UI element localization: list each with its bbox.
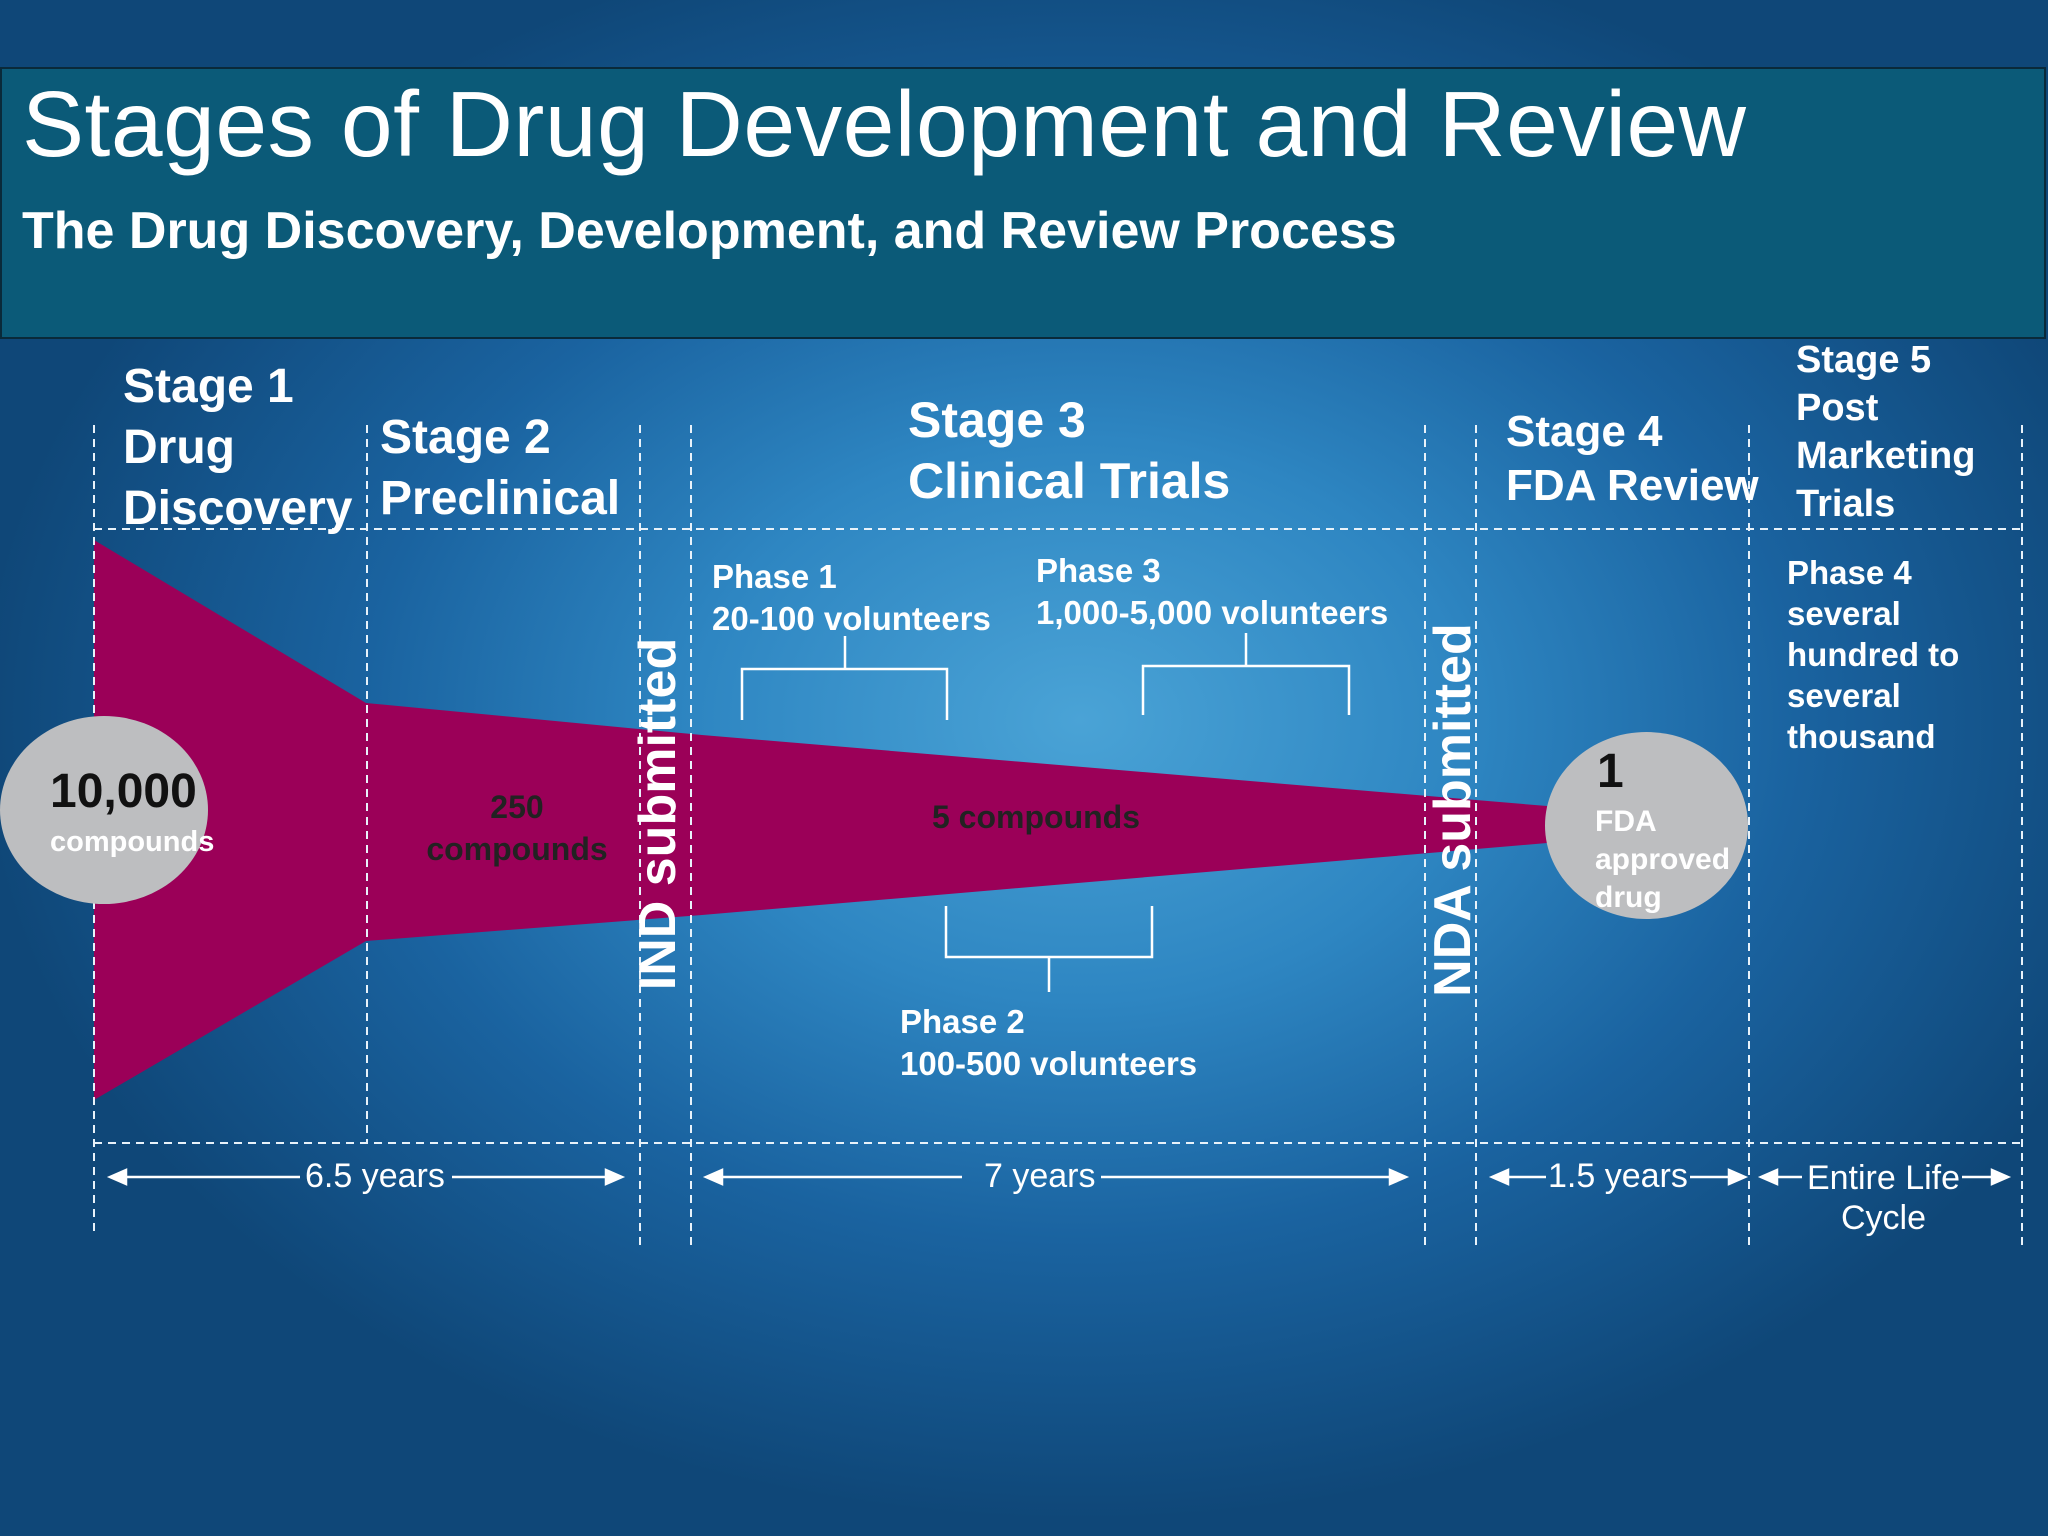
page-title: Stages of Drug Development and Review [22,72,1747,176]
phase2-bracket [944,906,1154,992]
ind-submitted-label: IND submitted [629,637,687,991]
end-circle [1545,732,1748,919]
duration-review: 1.5 years [1548,1157,1688,1195]
phase4-label: Phase 4 several hundred to several thous… [1787,554,1960,755]
duration-arrows [106,1168,2012,1186]
clinical-count: 5 compounds [931,799,1140,835]
start-count: 10,000 [50,765,197,818]
phase2-label: Phase 2 100-500 volunteers [900,1003,1198,1082]
stage3-heading: Stage 3 Clinical Trials [908,392,1231,509]
stage1-heading: Stage 1 Drug Discovery [123,360,353,535]
preclinical-count: 250 compounds [426,789,608,867]
nda-submitted-label: NDA submitted [1424,623,1482,997]
title-bar [0,67,2046,339]
start-circle [0,716,208,904]
phase1-label: Phase 1 20-100 volunteers [712,558,991,637]
stage2-heading: Stage 2 Preclinical [380,411,621,525]
funnel-shape [94,540,1547,1100]
end-count: 1 [1597,745,1624,798]
phase1-bracket [740,636,949,720]
page-subtitle: The Drug Discovery, Development, and Rev… [22,202,1397,260]
stage5-heading: Stage 5 Post Marketing Trials [1796,339,1976,525]
phase-brackets [740,633,1351,992]
duration-clinical: 7 years [984,1157,1096,1195]
end-label: FDA approved drug [1595,805,1731,914]
duration-post-marketing: Entire Life Cycle [1806,1159,1961,1237]
phase3-bracket [1141,633,1351,715]
duration-discovery-preclinical: 6.5 years [305,1157,445,1195]
start-unit: compounds [50,826,215,858]
stage4-heading: Stage 4 FDA Review [1506,407,1759,510]
vertical-dashed-lines [93,425,2023,1250]
phase3-label: Phase 3 1,000-5,000 volunteers [1036,552,1389,631]
